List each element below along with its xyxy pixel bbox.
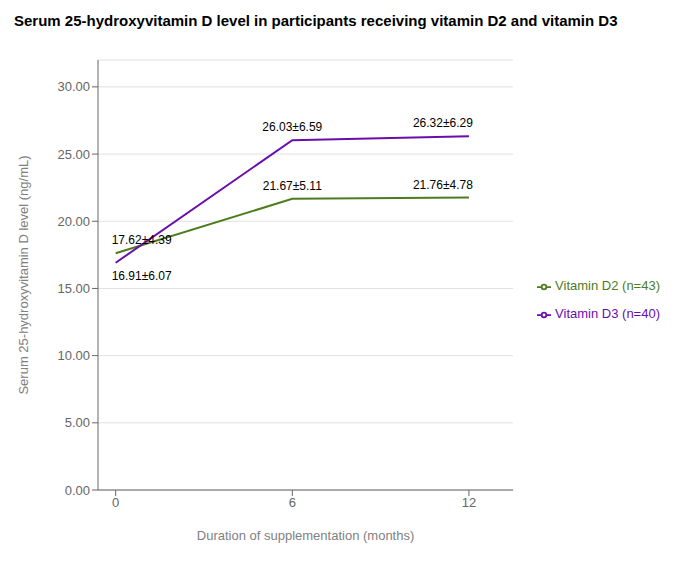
svg-text:5.00: 5.00: [65, 415, 90, 430]
svg-text:16.91±6.07: 16.91±6.07: [112, 269, 172, 283]
svg-text:17.62±4.39: 17.62±4.39: [112, 233, 172, 247]
html-text:Vitamin D2 (n=43): Vitamin D2 (n=43): [555, 278, 660, 293]
svg-text:21.67±5.11: 21.67±5.11: [263, 179, 322, 193]
svg-text:20.00: 20.00: [57, 214, 90, 229]
svg-text:6: 6: [289, 495, 296, 510]
html-text:Vitamin D3 (n=40): Vitamin D3 (n=40): [555, 306, 660, 321]
svg-text:26.03±6.59: 26.03±6.59: [262, 120, 322, 134]
html-text:Serum 25-hydroxyvitamin D leve: Serum 25-hydroxyvitamin D level in parti…: [14, 12, 618, 29]
svg-text:30.00: 30.00: [57, 79, 90, 94]
svg-text:0: 0: [112, 495, 119, 510]
svg-text:10.00: 10.00: [57, 348, 90, 363]
svg-text:0.00: 0.00: [65, 483, 90, 498]
svg-text:26.32±6.29: 26.32±6.29: [413, 116, 473, 130]
svg-text:25.00: 25.00: [57, 147, 90, 162]
svg-text:21.76±4.78: 21.76±4.78: [413, 178, 473, 192]
svg-text:Serum 25-hydroxyvitamin D leve: Serum 25-hydroxyvitamin D level (ng/mL): [16, 155, 31, 394]
svg-text:Duration of supplementation (m: Duration of supplementation (months): [197, 528, 415, 543]
svg-text:12: 12: [462, 495, 476, 510]
svg-text:15.00: 15.00: [57, 281, 90, 296]
